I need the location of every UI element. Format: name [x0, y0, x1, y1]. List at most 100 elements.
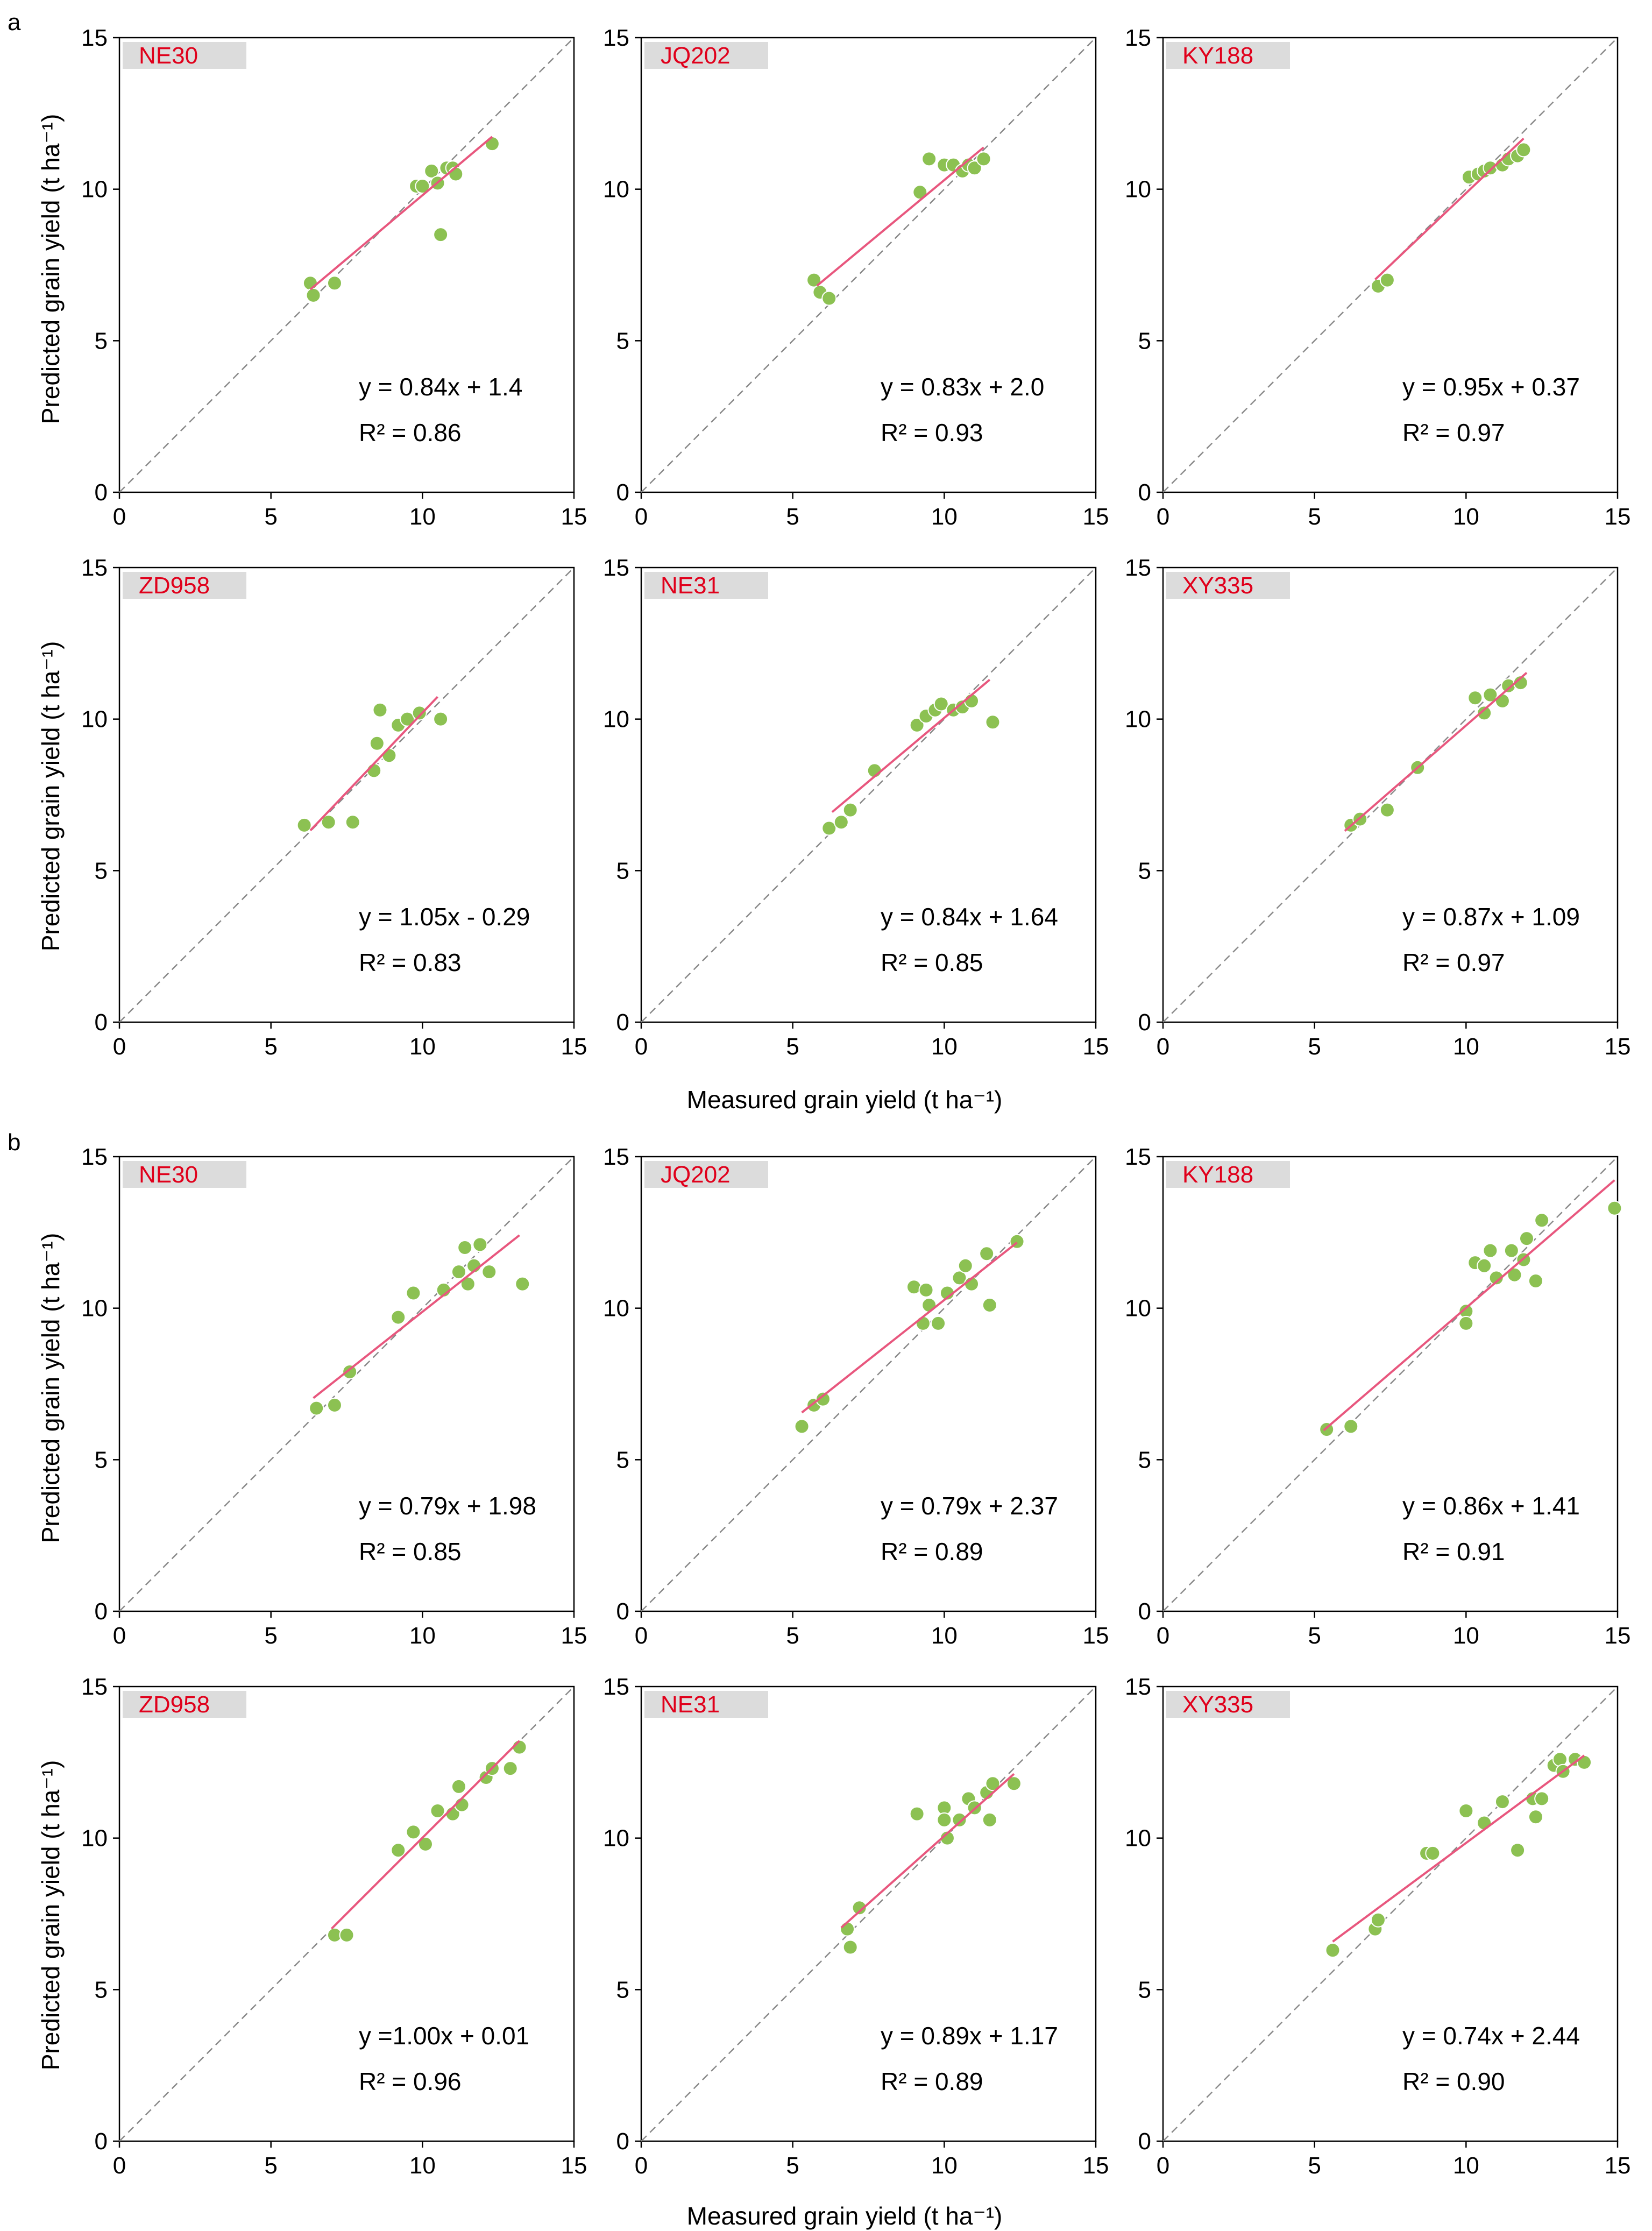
data-point [1379, 802, 1395, 818]
cultivar-label: XY335 [1182, 1691, 1253, 1718]
y-tick-label: 0 [95, 2128, 108, 2155]
data-point [937, 1812, 952, 1828]
y-tick-label: 15 [603, 1144, 629, 1170]
data-point [1494, 693, 1510, 709]
data-point [921, 1298, 937, 1313]
r-squared: R² = 0.91 [1402, 1538, 1505, 1566]
data-point [433, 227, 449, 243]
data-point [794, 1419, 810, 1434]
data-point [1504, 1243, 1519, 1258]
data-point [821, 820, 837, 836]
data-point [306, 287, 321, 303]
data-point [1519, 1231, 1534, 1246]
data-point [918, 1282, 934, 1298]
x-tick-label: 15 [1605, 504, 1631, 530]
x-tick-label: 15 [1083, 1033, 1109, 1060]
y-tick-label: 10 [603, 176, 629, 203]
data-point [448, 166, 464, 182]
chart-a-zd958: 00 5 5 10 10 15 15 ZD958 y = 1.05x - 0.29 R² = 0.… [81, 555, 587, 1060]
x-tick-label: 5 [1308, 504, 1321, 530]
data-point [1577, 1754, 1592, 1770]
x-tick-label: 5 [264, 2152, 277, 2179]
data-point [472, 1237, 488, 1252]
chart-b-ky188: 00 5 5 10 10 15 15 KY188 y = 0.86x + 1.41 R² = 0.… [1125, 1144, 1630, 1649]
y-tick-label: 0 [616, 1598, 629, 1625]
data-point [909, 1806, 925, 1822]
y-tick-label: 15 [603, 555, 629, 581]
cultivar-label-box [123, 1161, 246, 1188]
y-tick-label: 0 [1138, 1598, 1151, 1625]
data-point [1494, 1794, 1510, 1810]
y-tick-label: 5 [95, 1447, 108, 1473]
data-point [1006, 1776, 1022, 1791]
data-point [296, 817, 312, 833]
fit-line [1344, 671, 1528, 832]
data-point [933, 696, 949, 712]
y-tick-label: 15 [81, 25, 108, 51]
y-tick-label: 0 [95, 1009, 108, 1036]
identity-line [1162, 37, 1618, 493]
fit-line [309, 136, 493, 291]
data-point [515, 1276, 530, 1292]
y-tick-label: 5 [1138, 328, 1151, 354]
identity-line [1162, 567, 1618, 1023]
cultivar-label: NE31 [661, 1691, 720, 1718]
identity-line [641, 567, 1096, 1023]
data-point [921, 151, 937, 167]
x-tick-label: 15 [1083, 1623, 1109, 1649]
identity-line [1162, 1156, 1618, 1612]
y-axis-title-b1: Predicted grain yield (t ha⁻¹) [37, 1233, 65, 1543]
data-point [1370, 1912, 1386, 1928]
x-tick-label: 10 [409, 1623, 436, 1649]
x-tick-label: 10 [931, 1033, 958, 1060]
y-tick-label: 5 [95, 1977, 108, 2003]
y-tick-label: 0 [95, 479, 108, 506]
y-tick-label: 0 [1138, 2128, 1151, 2155]
data-point [484, 136, 500, 152]
y-axis-title-a1: Predicted grain yield (t ha⁻¹) [37, 114, 65, 424]
data-point [406, 1285, 421, 1301]
cultivar-label: NE30 [139, 1161, 198, 1188]
x-tick-label: 5 [786, 2152, 799, 2179]
data-point [1483, 687, 1498, 703]
y-tick-label: 10 [1125, 1825, 1151, 1852]
data-point [958, 1258, 973, 1273]
x-tick-label: 5 [264, 1033, 277, 1060]
y-tick-label: 5 [95, 328, 108, 354]
x-tick-label: 0 [1157, 2152, 1169, 2179]
y-tick-label: 15 [1125, 1144, 1151, 1170]
r-squared: R² = 0.89 [881, 1538, 983, 1566]
data-point [451, 1779, 466, 1794]
x-tick-label: 10 [409, 504, 436, 530]
data-point [806, 272, 822, 288]
data-point [381, 748, 397, 763]
identity-line [1162, 1686, 1618, 2142]
cultivar-label-box [644, 572, 768, 599]
regression-equation: y = 0.79x + 1.98 [359, 1492, 536, 1520]
data-point [327, 275, 342, 291]
data-point [457, 1240, 473, 1255]
data-point [321, 815, 336, 830]
y-tick-label: 10 [1125, 176, 1151, 203]
x-tick-label: 5 [264, 504, 277, 530]
fit-line [840, 1773, 1015, 1929]
data-point [842, 1939, 858, 1955]
data-point [502, 1761, 518, 1776]
x-tick-label: 15 [1083, 2152, 1109, 2179]
x-tick-label: 10 [409, 1033, 436, 1060]
identity-line [641, 37, 1096, 493]
data-point [979, 1246, 995, 1262]
data-point [982, 1812, 997, 1828]
cultivar-label-box [644, 1161, 768, 1188]
y-tick-label: 15 [1125, 1674, 1151, 1700]
r-squared: R² = 0.90 [1402, 2067, 1505, 2095]
chart-a-ky188: 00 5 5 10 10 15 15 KY188 y = 0.95x + 0.37 R² = 0.… [1125, 25, 1630, 530]
x-tick-label: 15 [1605, 1623, 1631, 1649]
y-tick-label: 15 [81, 1144, 108, 1170]
y-tick-label: 15 [603, 1674, 629, 1700]
data-point [952, 1270, 967, 1286]
y-tick-label: 10 [81, 1825, 108, 1852]
chart-a-ne30: 00 5 5 10 10 15 15 NE30 y = 0.84x + 1.4 R² = 0.86 [81, 25, 587, 530]
data-point [430, 1803, 445, 1818]
